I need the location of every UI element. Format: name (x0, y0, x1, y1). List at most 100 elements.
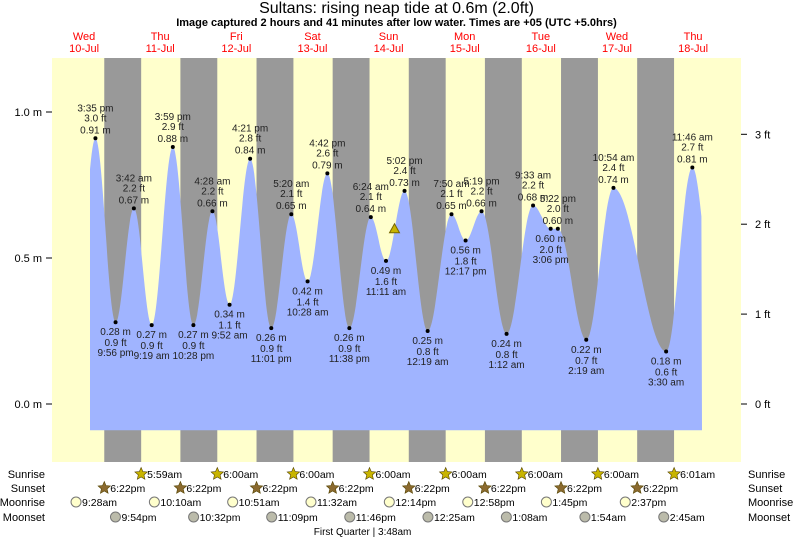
day-name: Wed (73, 31, 95, 43)
tide-time: 3:06 pm (533, 255, 569, 266)
tide-m: 0.24 m (491, 339, 522, 350)
sunrise-time: 6:00am (528, 469, 563, 481)
moonrise-icon (540, 496, 552, 508)
tide-m: 0.73 m (389, 178, 420, 189)
moonrise-time: 12:58pm (474, 497, 515, 509)
tide-ft: 2.7 ft (681, 142, 703, 153)
low-tide-point (664, 349, 669, 354)
tide-ft: 0.8 ft (495, 350, 517, 361)
high-tide-point (170, 145, 175, 150)
tide-m: 0.28 m (100, 327, 131, 338)
sunset-time: 6:22pm (110, 483, 145, 495)
tide-time: 5:22 pm (540, 194, 576, 205)
tide-ft: 0.9 ft (260, 344, 282, 355)
high-tide-point (555, 226, 560, 231)
y-tick-label-m: 0.5 m (14, 253, 42, 265)
sunrise-time: 6:00am (223, 469, 258, 481)
high-tide-point (402, 188, 407, 193)
tide-ft: 1.1 ft (218, 321, 240, 332)
tide-time: 9:19 am (134, 351, 170, 362)
day-date: 10-Jul (69, 43, 99, 55)
low-tide-point (149, 323, 154, 328)
moonset-icon (500, 511, 512, 523)
tide-ft: 3.0 ft (84, 113, 106, 124)
tide-ft: 2.1 ft (280, 189, 302, 200)
moonset-icon (422, 511, 434, 523)
tide-m: 0.74 m (598, 175, 629, 186)
chart-title: Sultans: rising neap tide at 0.6m (2.0ft… (259, 0, 534, 17)
moonrise-icon (305, 496, 317, 508)
sunset-time: 6:22pm (186, 483, 221, 495)
sunset-icon (325, 480, 340, 494)
tide-m: 0.60 m (543, 216, 574, 227)
high-tide-point (325, 171, 330, 176)
tide-m: 0.66 m (466, 198, 497, 209)
tide-time: 11:11 am (366, 287, 406, 298)
moonset-time: 11:46pm (356, 512, 396, 524)
moonrise-icon (70, 496, 82, 508)
tide-ft: 2.2 ft (123, 183, 145, 194)
high-tide-point (131, 206, 136, 211)
moonset-time: 9:54pm (121, 512, 156, 524)
tide-time: 12:17 pm (445, 266, 487, 277)
day-date: 12-Jul (221, 43, 251, 55)
moonset-time: 12:25am (434, 512, 475, 524)
day-name: Thu (684, 31, 703, 43)
moonset-time: 10:32pm (200, 512, 241, 524)
current-tide-marker (388, 222, 401, 234)
tide-time: 5:20 am (273, 179, 309, 190)
tide-area (90, 138, 702, 431)
moon-phase: First Quarter | 3:48am (314, 527, 412, 538)
tide-ft: 2.4 ft (602, 163, 624, 174)
tide-time: 2:19 am (568, 366, 604, 377)
sunrise-icon (590, 466, 605, 480)
day-name: Mon (454, 31, 475, 43)
day-name: Sat (304, 31, 321, 43)
sunset-row-label-right: Sunset (748, 483, 782, 495)
high-tide-point (690, 165, 695, 170)
low-tide-point (584, 337, 589, 342)
sunset-row-label-left: Sunset (11, 483, 45, 495)
tide-time: 3:59 pm (155, 112, 191, 123)
tide-m: 0.26 m (256, 333, 287, 344)
high-tide-point (93, 136, 98, 141)
tide-time: 11:38 pm (329, 354, 370, 365)
moonrise-icon (227, 496, 239, 508)
tide-time: 5:19 pm (463, 176, 499, 187)
sunrise-icon (286, 466, 301, 480)
tide-m: 0.18 m (651, 356, 682, 367)
tide-ft: 2.0 ft (540, 245, 562, 256)
high-tide-point (611, 185, 616, 190)
tide-ft: 2.8 ft (239, 134, 261, 145)
sunset-time: 6:22pm (415, 483, 450, 495)
tide-m: 0.79 m (312, 160, 343, 171)
tide-m: 0.65 m (276, 201, 307, 212)
chart-subtitle: Image captured 2 hours and 41 minutes af… (176, 17, 617, 29)
moonrise-time: 12:14pm (395, 497, 436, 509)
day-date: 11-Jul (146, 43, 175, 55)
tide-time: 7:50 am (433, 179, 469, 190)
y-tick-label-m: 0.0 m (14, 399, 42, 411)
sunset-icon (97, 480, 112, 494)
tide-ft: 2.2 ft (201, 186, 223, 197)
tide-ft: 0.9 ft (104, 338, 126, 349)
high-tide-point (479, 209, 484, 214)
sunrise-icon (210, 466, 225, 480)
sunrise-time: 6:00am (299, 469, 334, 481)
y-tick-label-m: 1.0 m (14, 107, 42, 119)
tide-time: 3:35 pm (77, 103, 113, 114)
tide-time: 9:33 am (515, 170, 551, 181)
day-name: Fri (230, 31, 243, 43)
sunset-icon (477, 480, 492, 494)
sunset-time: 6:22pm (491, 483, 526, 495)
low-tide-point (269, 326, 274, 331)
high-tide-point (289, 212, 294, 217)
tide-time: 11:46 am (672, 132, 713, 143)
tide-time: 9:56 pm (98, 348, 134, 359)
sunrise-icon (438, 466, 453, 480)
moonrise-icon (148, 496, 160, 508)
sunrise-time: 6:00am (452, 469, 487, 481)
tide-ft: 2.1 ft (440, 189, 462, 200)
tide-ft: 0.6 ft (655, 367, 677, 378)
